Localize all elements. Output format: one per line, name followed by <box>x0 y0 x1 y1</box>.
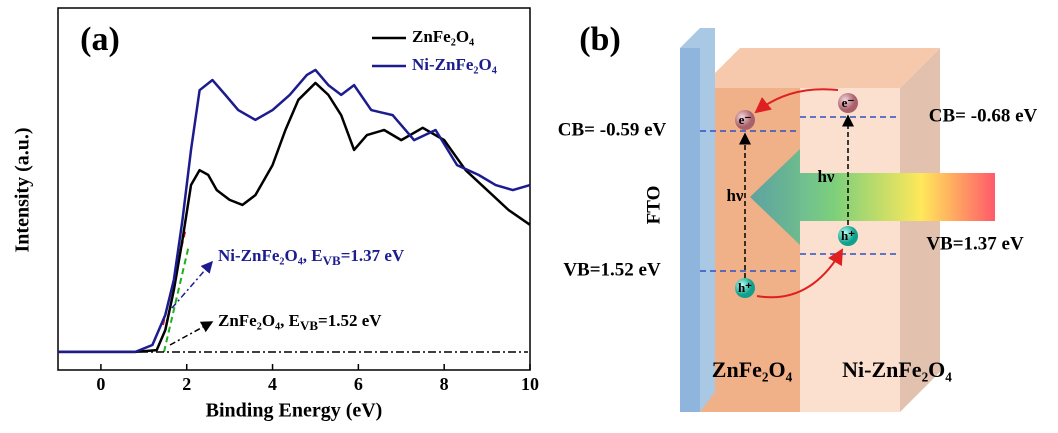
electron-label: e⁻ <box>842 95 855 110</box>
annotation: ZnFe₂O₄, EVB=1.52 eV <box>218 311 382 333</box>
band-label: VB=1.37 eV <box>926 233 1024 254</box>
x-tick-label: 0 <box>96 374 105 394</box>
panel-label: (b) <box>579 21 621 58</box>
photon-label: hν <box>726 186 743 205</box>
arrow <box>170 322 212 345</box>
hole-label: h⁺ <box>841 228 855 243</box>
figure: (a) Binding Energy (eV) Intensity (a.u.)… <box>0 0 1058 433</box>
band-label: VB=1.52 eV <box>563 259 661 280</box>
x-axis-label: Binding Energy (eV) <box>206 400 383 422</box>
fto-label: FTO <box>643 186 664 225</box>
x-tick-label: 10 <box>521 374 539 394</box>
panel-label: (a) <box>80 21 120 58</box>
material-label: ZnFe₂O₄ <box>712 357 793 382</box>
x-tick-label: 2 <box>182 374 191 394</box>
diagram-b: (b) e⁻ e⁻ h⁺ h⁺ hν hν FTO CB= -0.59 eV C… <box>558 21 1038 412</box>
band-label: CB= -0.68 eV <box>929 105 1038 126</box>
fto-slab <box>680 48 700 412</box>
legend-label: Ni-ZnFe₂O₄ <box>412 55 497 74</box>
y-axis-label: Intensity (a.u.) <box>12 127 34 252</box>
x-tick-label: 8 <box>440 374 449 394</box>
band-label: CB= -0.59 eV <box>558 119 667 140</box>
hole-label: h⁺ <box>738 280 752 295</box>
x-tick-label: 6 <box>354 374 363 394</box>
material-label: Ni-ZnFe₂O₄ <box>842 357 952 382</box>
electron-label: e⁻ <box>739 112 752 127</box>
photon-label: hν <box>817 167 834 186</box>
x-tick-label: 4 <box>268 374 277 394</box>
legend-label: ZnFe₂O₄ <box>412 27 474 46</box>
chart-a: (a) Binding Energy (eV) Intensity (a.u.)… <box>12 8 539 422</box>
top-face <box>700 48 940 88</box>
annotation: Ni-ZnFe₂O₄, EVB=1.37 eV <box>218 246 405 268</box>
